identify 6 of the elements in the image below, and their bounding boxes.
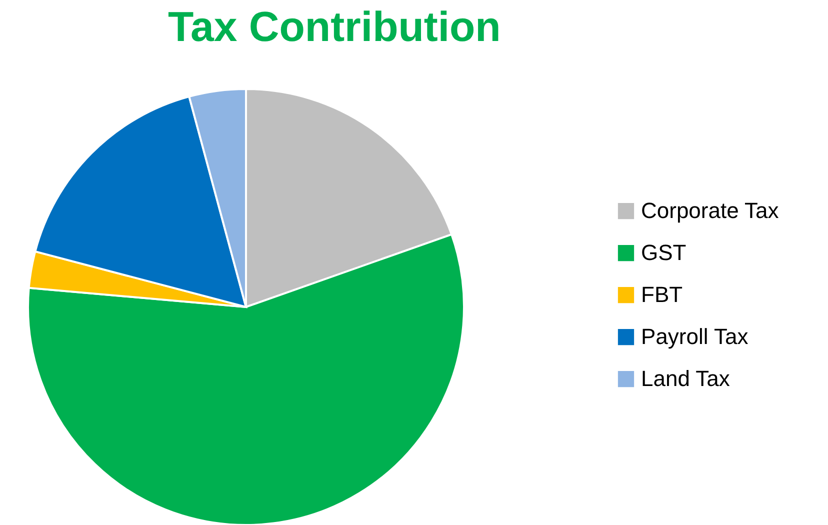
legend-label: Corporate Tax	[641, 198, 779, 223]
chart-title: Tax Contribution	[168, 3, 501, 50]
legend-label: Land Tax	[641, 366, 730, 391]
legend-label: FBT	[641, 282, 683, 307]
legend-label: Payroll Tax	[641, 324, 748, 349]
legend-label: GST	[641, 240, 686, 265]
